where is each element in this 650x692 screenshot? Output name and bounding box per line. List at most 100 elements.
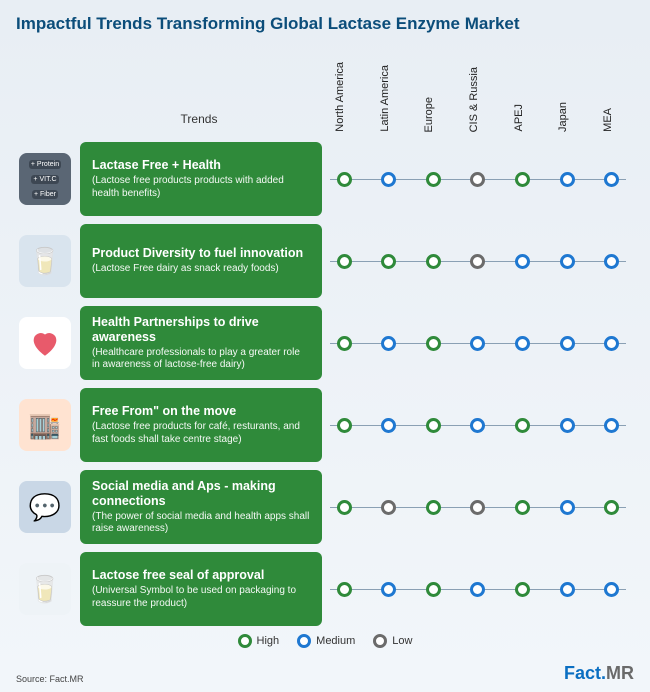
- impact-dot: [337, 172, 352, 187]
- trend-cell: Lactose free seal of approval (Universal …: [80, 552, 322, 626]
- trend-title: Lactose free seal of approval: [92, 568, 310, 583]
- impact-dot: [470, 254, 485, 269]
- impact-dot: [515, 500, 530, 515]
- impact-dot: [515, 254, 530, 269]
- impact-dot: [560, 582, 575, 597]
- trend-cell: Product Diversity to fuel innovation(Lac…: [80, 224, 322, 298]
- legend-item: Low: [373, 634, 412, 648]
- trend-cell: Health Partnerships to drive awareness(H…: [80, 306, 322, 380]
- dots-cell: [322, 552, 634, 626]
- impact-dot: [560, 336, 575, 351]
- shop-icon: 🏬: [19, 399, 71, 451]
- brand-logo: Fact.MR: [564, 663, 634, 684]
- trend-row: 🥛Product Diversity to fuel innovation(La…: [16, 224, 634, 298]
- region-header: CIS & Russia: [468, 67, 488, 132]
- legend-label: Medium: [316, 635, 355, 647]
- source-label: Source: Fact.MR: [16, 674, 84, 684]
- impact-dot: [381, 418, 396, 433]
- impact-dot: [515, 336, 530, 351]
- dots-cell: [322, 306, 634, 380]
- region-header: MEA: [602, 108, 622, 132]
- region-header: Europe: [423, 97, 443, 132]
- impact-dot: [604, 500, 619, 515]
- impact-dot: [470, 418, 485, 433]
- impact-dot: [426, 172, 441, 187]
- impact-dot: [337, 418, 352, 433]
- impact-dot: [426, 582, 441, 597]
- icon-cell: 💬: [16, 470, 80, 544]
- trend-title: Health Partnerships to drive awareness: [92, 315, 310, 345]
- impact-dot: [426, 418, 441, 433]
- header-row: Trends North America Latin America Europe C…: [16, 52, 634, 132]
- impact-dot: [515, 418, 530, 433]
- region-header: Latin America: [379, 65, 399, 132]
- trend-subtitle: (Universal Symbol to be used on packagin…: [92, 585, 310, 610]
- impact-dot: [560, 254, 575, 269]
- legend-label: High: [257, 635, 280, 647]
- impact-dot: [470, 582, 485, 597]
- legend-item: Medium: [297, 634, 355, 648]
- trends-header-label: Trends: [16, 112, 322, 132]
- icon-cell: 🥛: [16, 552, 80, 626]
- impact-dot: [604, 254, 619, 269]
- dots-cell: [322, 142, 634, 216]
- trend-subtitle: (The power of social media and health ap…: [92, 511, 310, 536]
- dairy-icon: 🥛: [19, 235, 71, 287]
- impact-dot: [381, 254, 396, 269]
- impact-dot: [604, 582, 619, 597]
- dots-cell: [322, 470, 634, 544]
- dots-cell: [322, 388, 634, 462]
- impact-dot: [470, 172, 485, 187]
- carton-icon: 🥛: [19, 563, 71, 615]
- trend-subtitle: (Lactose free products for café, restura…: [92, 421, 310, 446]
- impact-dot: [381, 172, 396, 187]
- impact-dot: [560, 500, 575, 515]
- impact-dot: [337, 582, 352, 597]
- legend-dot-icon: [238, 634, 252, 648]
- trend-title: Social media and Aps - making connection…: [92, 479, 310, 509]
- impact-dot: [515, 582, 530, 597]
- legend-item: High: [238, 634, 280, 648]
- brand-right: MR: [606, 663, 634, 683]
- trend-cell: Lactase Free + Health (Lactose free produ…: [80, 142, 322, 216]
- region-header: North America: [334, 62, 354, 132]
- impact-dot: [604, 172, 619, 187]
- heart-icon: [19, 317, 71, 369]
- impact-dot: [604, 336, 619, 351]
- impact-dot: [337, 336, 352, 351]
- dots-cell: [322, 224, 634, 298]
- trend-subtitle: (Healthcare professionals to play a grea…: [92, 347, 310, 372]
- tags-icon: + Protein+ VIT.C+ Fiber: [19, 153, 71, 205]
- impact-dot: [426, 336, 441, 351]
- impact-dot: [381, 500, 396, 515]
- trend-title: Free From" on the move: [92, 404, 310, 419]
- impact-dot: [470, 336, 485, 351]
- trend-cell: Social media and Aps - making connection…: [80, 470, 322, 544]
- region-headers: North America Latin America Europe CIS & Ru…: [322, 52, 634, 132]
- page-title: Impactful Trends Transforming Global Lac…: [16, 14, 634, 34]
- trend-row: + Protein+ VIT.C+ FiberLactase Free + He…: [16, 142, 634, 216]
- trend-row: 🏬 Free From" on the move (Lactose free pro…: [16, 388, 634, 462]
- impact-dot: [604, 418, 619, 433]
- impact-dot: [381, 582, 396, 597]
- icon-cell: 🥛: [16, 224, 80, 298]
- impact-dot: [515, 172, 530, 187]
- trend-title: Lactase Free + Health: [92, 158, 310, 173]
- impact-dot: [470, 500, 485, 515]
- icon-cell: + Protein+ VIT.C+ Fiber: [16, 142, 80, 216]
- brand-left: Fact.: [564, 663, 606, 683]
- impact-dot: [337, 254, 352, 269]
- region-header: APEJ: [513, 104, 533, 132]
- icon-cell: 🏬: [16, 388, 80, 462]
- trend-subtitle: (Lactose free products products with add…: [92, 175, 310, 200]
- trend-rows: + Protein+ VIT.C+ FiberLactase Free + He…: [16, 142, 634, 626]
- legend-label: Low: [392, 635, 412, 647]
- trend-row: Health Partnerships to drive awareness(H…: [16, 306, 634, 380]
- social-icon: 💬: [19, 481, 71, 533]
- icon-cell: [16, 306, 80, 380]
- trend-title: Product Diversity to fuel innovation: [92, 246, 310, 261]
- impact-dot: [426, 254, 441, 269]
- trend-row: 💬 Social media and Aps - making connectio…: [16, 470, 634, 544]
- legend: High Medium Low: [16, 634, 634, 648]
- impact-dot: [381, 336, 396, 351]
